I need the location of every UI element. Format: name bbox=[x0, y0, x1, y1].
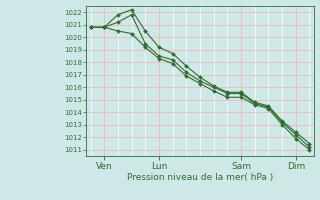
X-axis label: Pression niveau de la mer( hPa ): Pression niveau de la mer( hPa ) bbox=[127, 173, 273, 182]
